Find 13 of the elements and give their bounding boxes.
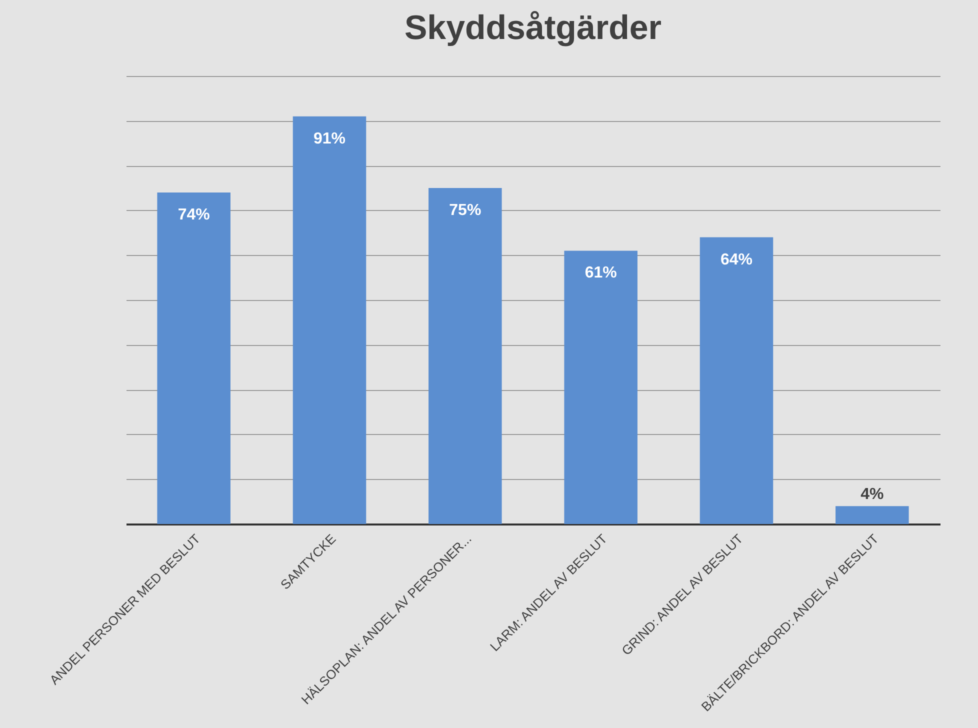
bar [700,237,774,524]
data-label: 75% [449,202,482,219]
bar [157,192,230,524]
data-label: 91% [313,130,346,148]
bar [292,116,366,524]
chart-title: Skyddsåtgärder [404,9,662,47]
data-label: 61% [584,264,617,282]
bar [428,188,502,524]
data-label: 64% [720,251,753,268]
bar [564,250,638,524]
bar [836,506,909,524]
data-label: 74% [178,206,210,224]
data-label: 4% [860,486,884,504]
